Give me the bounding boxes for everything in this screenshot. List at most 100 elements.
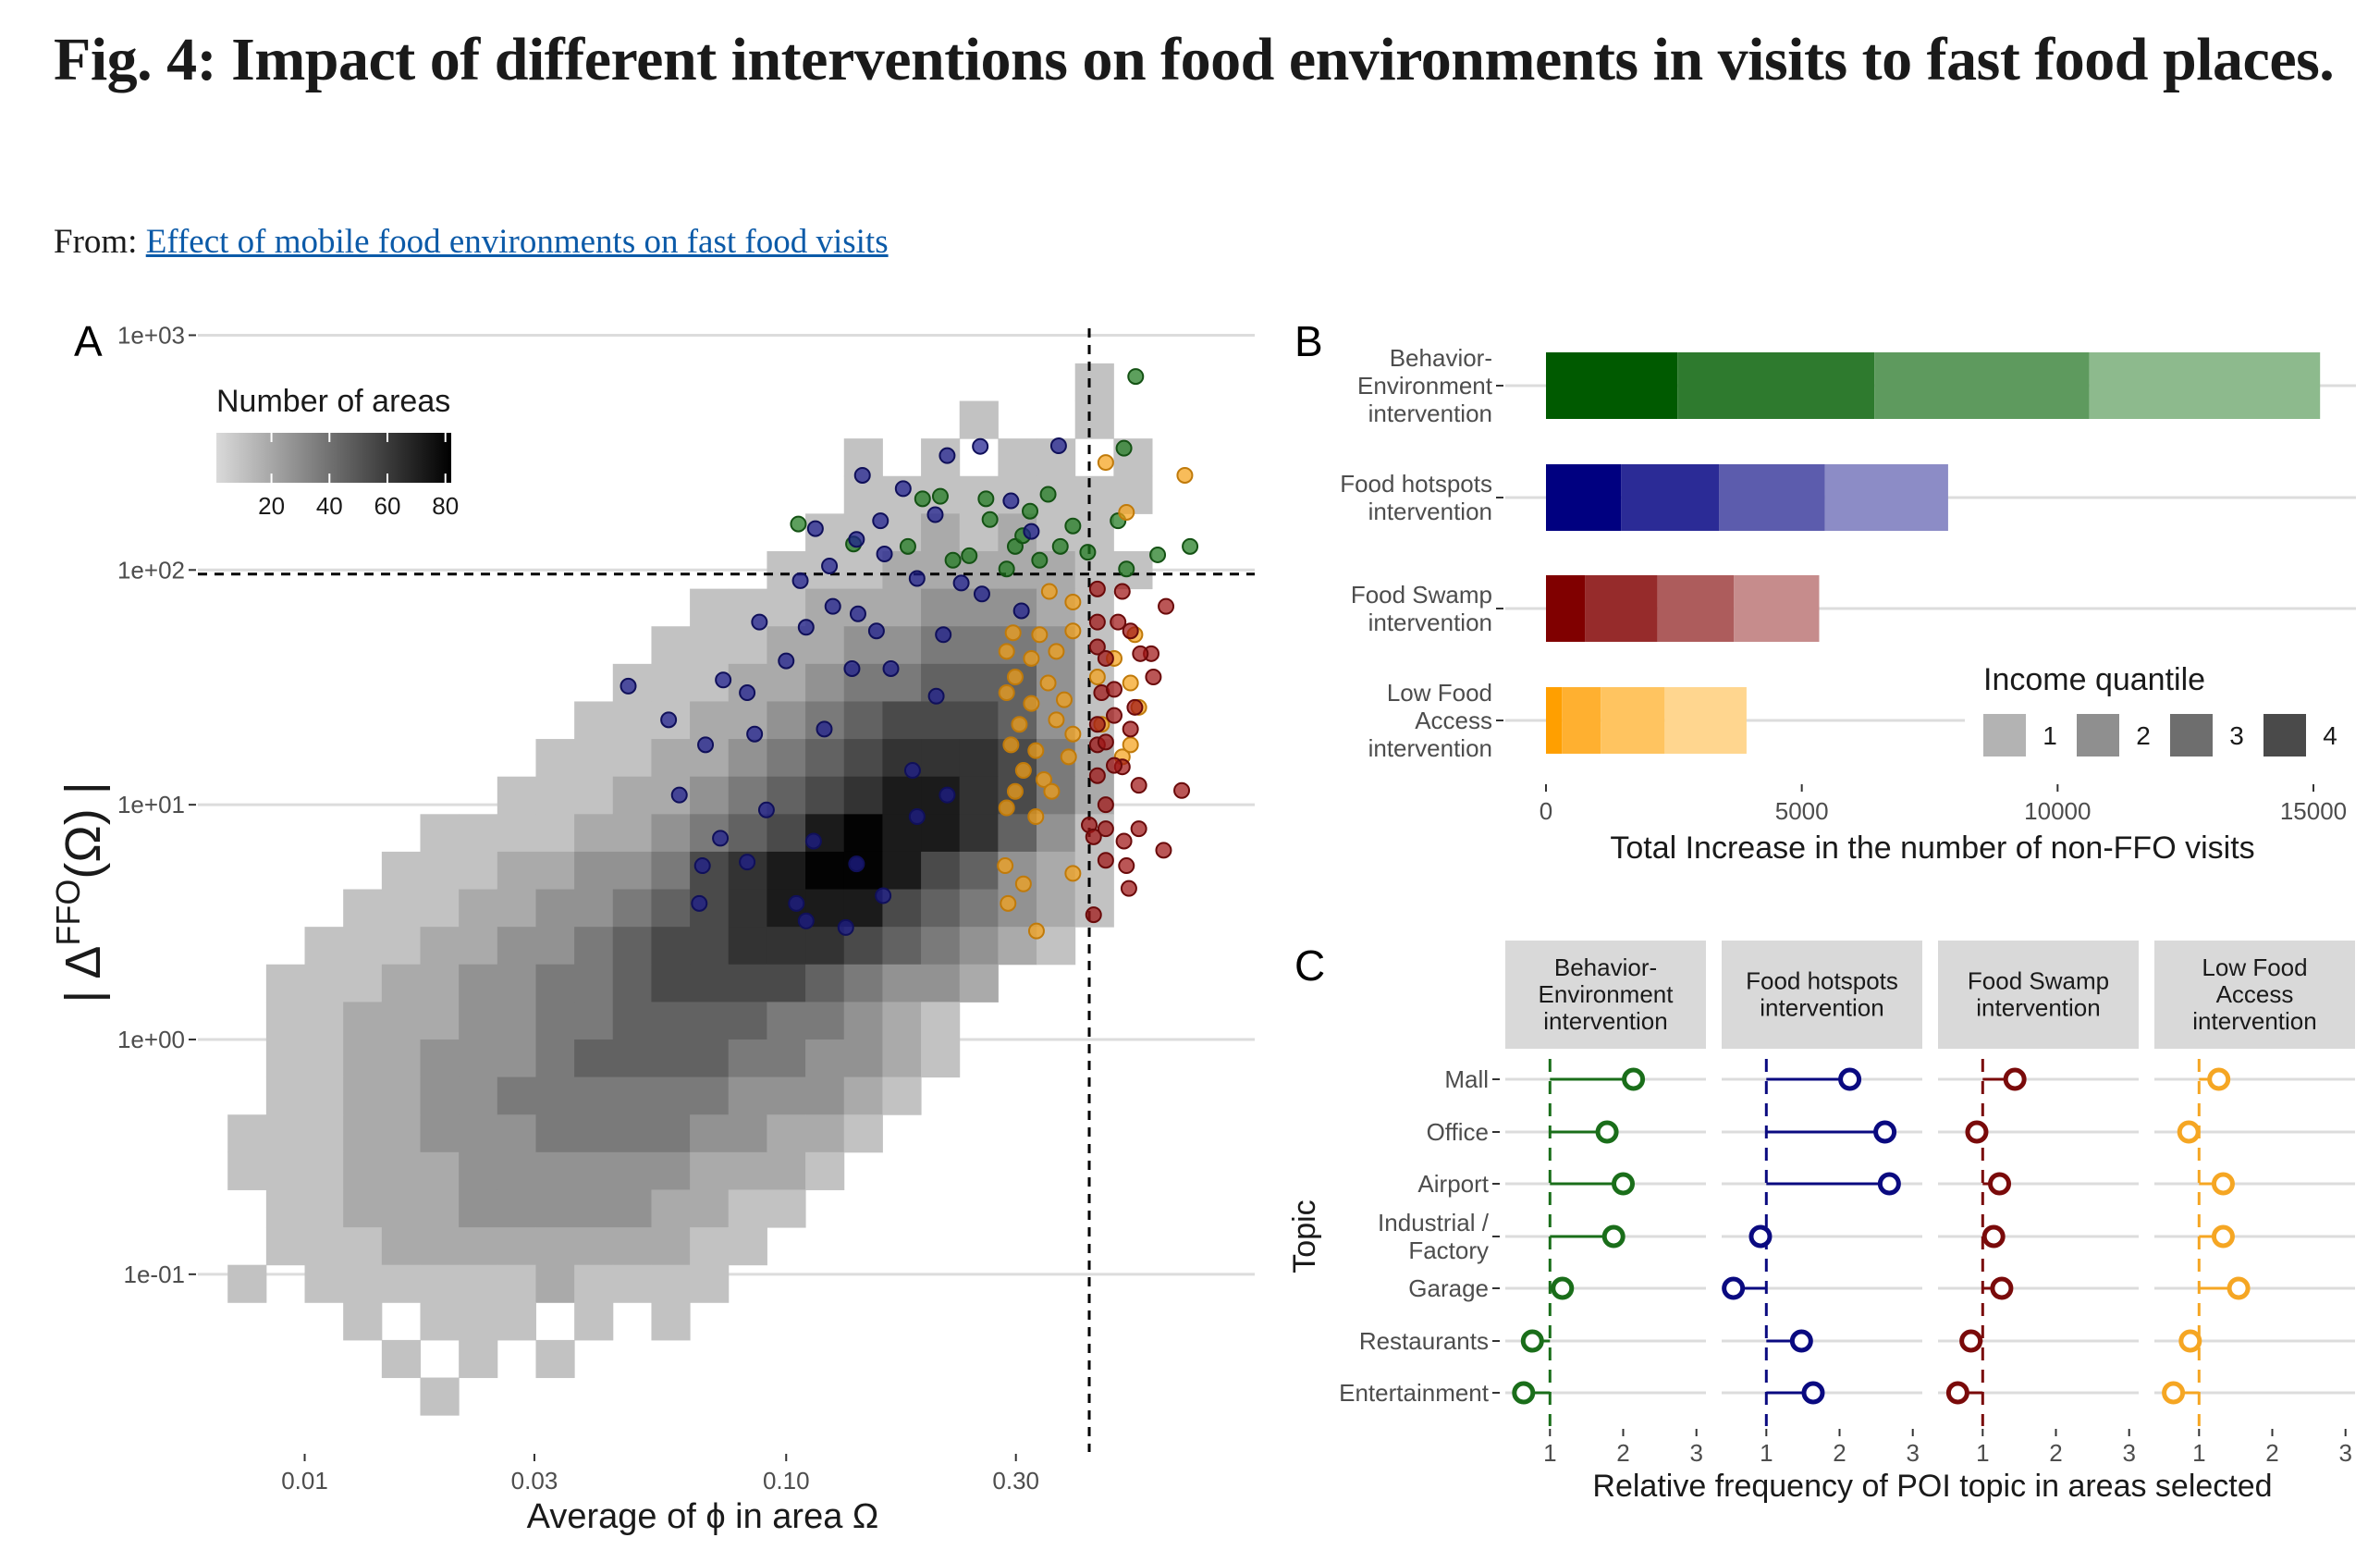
heatmap-cell <box>381 1227 422 1266</box>
heatmap-cell <box>535 889 575 928</box>
heatmap-cell <box>381 1339 422 1379</box>
heatmap-cell <box>690 701 730 740</box>
legend-label: 1 <box>2043 721 2057 750</box>
heatmap-cell <box>420 1002 460 1040</box>
heatmap-cell <box>651 663 691 702</box>
heatmap-cell <box>843 701 883 740</box>
heatmap-cell <box>728 1189 767 1228</box>
y-axis-title: | ΔFFO(Ω) | <box>49 781 111 1003</box>
heatmap-cell <box>265 1227 306 1266</box>
heatmap-cell <box>574 889 614 928</box>
source-article-link[interactable]: Effect of mobile food environments on fa… <box>145 223 889 261</box>
heatmap-cell <box>574 964 614 1003</box>
heatmap-cell <box>420 889 460 928</box>
scatter-point <box>843 659 861 677</box>
scatter-point <box>1051 537 1069 555</box>
x-tick-label: 2 <box>2049 1439 2062 1467</box>
heatmap-cell <box>459 1302 498 1341</box>
heatmap-cell <box>497 1302 536 1341</box>
scatter-point <box>821 557 839 574</box>
heatmap-cell <box>959 739 999 778</box>
heatmap-cell <box>612 1039 652 1078</box>
heatmap-cell <box>459 1076 498 1115</box>
facet-strip <box>1722 941 1922 1049</box>
colorbar-label: 60 <box>374 492 401 520</box>
scatter-point <box>739 684 756 702</box>
heatmap-cell <box>420 927 460 966</box>
source-line: From: Effect of mobile food environments… <box>54 222 889 262</box>
heatmap-cell <box>574 814 614 853</box>
legend-swatch <box>1983 714 2026 757</box>
heatmap-cell <box>420 1076 460 1115</box>
category-label: Food Swamp <box>1351 581 1492 609</box>
heatmap-cell <box>459 964 498 1003</box>
heatmap-cell <box>767 851 806 891</box>
scatter-point <box>1106 707 1123 724</box>
x-axis-title: Relative frequency of POI topic in areas… <box>1592 1469 2272 1504</box>
heatmap-cell <box>420 1264 460 1303</box>
heatmap-cell <box>690 776 730 815</box>
scatter-point <box>935 626 952 644</box>
scatter-point <box>1085 906 1102 924</box>
heatmap-cell <box>805 964 845 1003</box>
scatter-point <box>797 912 815 929</box>
heatmap-cell <box>535 851 575 891</box>
legend-swatch <box>2170 714 2213 757</box>
scatter-point <box>660 711 678 729</box>
scatter-point <box>1023 695 1040 712</box>
heatmap-cell <box>651 739 691 778</box>
x-tick-label: 5000 <box>1775 797 1829 825</box>
heatmap-cell <box>959 851 999 891</box>
bar-segment-quantile-4 <box>1546 464 1622 531</box>
heatmap-cell <box>767 1189 806 1228</box>
scatter-point <box>1006 669 1024 686</box>
heatmap-cell <box>690 1151 730 1190</box>
heatmap-cell <box>843 1114 883 1153</box>
heatmap-cell <box>612 1114 652 1153</box>
heatmap-cell <box>304 1039 344 1078</box>
scatter-point <box>697 736 715 754</box>
heatmap-cell <box>497 1039 536 1078</box>
heatmap-cell <box>574 1076 614 1115</box>
facet-strip-label: Low Food <box>2202 953 2307 981</box>
bar-segment-quantile-3 <box>1677 352 1875 419</box>
x-axis-title: Average of ϕ in area Ω <box>527 1497 879 1536</box>
x-tick-label: 3 <box>2338 1439 2351 1467</box>
bar-segment-quantile-4 <box>1546 575 1586 642</box>
scatter-point <box>972 437 989 455</box>
heatmap-cell <box>690 626 730 665</box>
heatmap-cell <box>265 964 306 1003</box>
x-tick-label: 1 <box>1543 1439 1556 1467</box>
heatmap-cell <box>304 1114 344 1153</box>
heatmap-cell <box>343 889 383 928</box>
scatter-point <box>1006 782 1024 800</box>
facet-strip-label: intervention <box>2192 1007 2316 1035</box>
heatmap-cell <box>959 889 999 928</box>
heatmap-cell <box>535 776 575 815</box>
x-tick-label: 3 <box>1689 1439 1702 1467</box>
heatmap-cell <box>343 1302 383 1341</box>
x-tick-label: 0.30 <box>992 1467 1039 1495</box>
colorbar-label: 80 <box>432 492 459 520</box>
scatter-point <box>1036 770 1053 788</box>
heatmap-cell <box>805 663 845 702</box>
heatmap-cell <box>535 1151 575 1190</box>
heatmap-cell <box>497 776 536 815</box>
scatter-point <box>791 572 809 589</box>
heatmap-cell <box>574 1264 614 1303</box>
heatmap-cell <box>612 964 652 1003</box>
facet-strip-label: Food Swamp <box>1968 967 2109 995</box>
heatmap-cell <box>535 1227 575 1266</box>
scatter-point <box>848 855 865 873</box>
heatmap-cell <box>767 927 806 966</box>
scatter-point <box>1014 762 1032 780</box>
heatmap-cell <box>767 1076 806 1115</box>
heatmap-cell <box>843 964 883 1003</box>
scatter-point <box>998 560 1015 578</box>
topic-label: Airport <box>1417 1170 1489 1198</box>
heatmap-cell <box>612 739 652 778</box>
heatmap-cell <box>304 927 344 966</box>
scatter-point <box>1182 537 1199 555</box>
heatmap-cell <box>651 851 691 891</box>
